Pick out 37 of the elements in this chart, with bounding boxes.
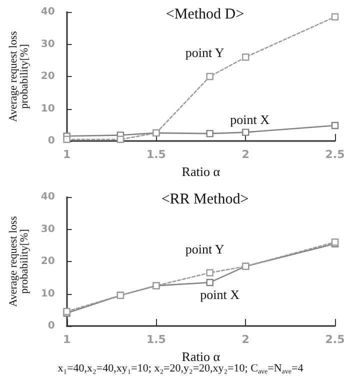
point xyxy=(206,278,214,286)
y-tick-label: 0 xyxy=(48,320,55,332)
x-axis-title: Ratio α xyxy=(182,348,220,364)
point xyxy=(331,13,339,20)
chart-title: <RR Method> xyxy=(161,192,249,208)
point xyxy=(331,122,339,130)
point xyxy=(206,269,214,276)
point xyxy=(242,128,250,136)
series-label: point Y xyxy=(185,45,225,60)
y-tick-label: 20 xyxy=(40,256,55,267)
x-tick-label: 2.5 xyxy=(325,333,345,346)
point xyxy=(116,136,124,143)
point xyxy=(206,72,214,80)
x-tick-label: 1 xyxy=(62,333,71,346)
y-tick-label: 20 xyxy=(40,71,55,82)
point xyxy=(206,130,214,138)
y-tick-label: 0 xyxy=(48,136,55,146)
y-tick-label: 30 xyxy=(40,224,55,235)
y-tick-label: 10 xyxy=(40,103,55,114)
x-tick-label: 1 xyxy=(62,148,71,161)
chart-title: <Method D> xyxy=(166,6,244,22)
x-tick-label: 1.5 xyxy=(146,333,166,346)
y-tick-label: 10 xyxy=(40,288,55,300)
series-label: point Y xyxy=(185,241,225,256)
y-tick-label: 40 xyxy=(40,6,55,18)
y-tick-label: 30 xyxy=(40,38,55,50)
point xyxy=(242,54,250,61)
y-axis-title: Average request loss probability[%] xyxy=(8,216,30,307)
series-label: point X xyxy=(200,286,240,302)
x-tick-label: 1.5 xyxy=(146,148,166,161)
x-tick-label: 2.5 xyxy=(325,148,345,161)
y-axis-title: Average request loss probability[%] xyxy=(8,31,30,122)
y-tick-label: 40 xyxy=(40,192,55,202)
x-tick-label: 2 xyxy=(242,333,250,346)
x-tick-label: 2 xyxy=(242,148,250,161)
series-label: point X xyxy=(230,112,270,128)
x-axis-title: Ratio α xyxy=(182,164,220,179)
